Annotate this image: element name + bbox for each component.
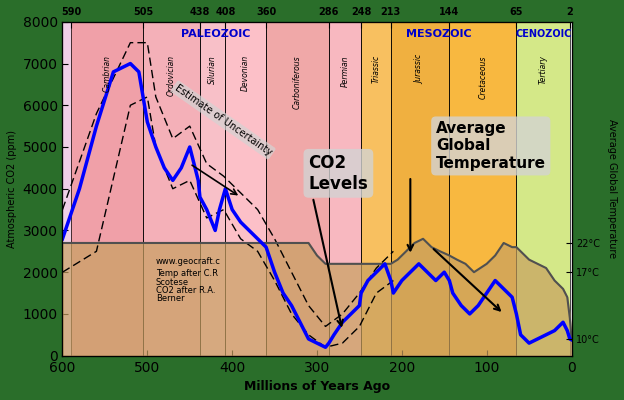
Bar <box>71 22 143 356</box>
Y-axis label: Atmospheric CO2 (ppm): Atmospheric CO2 (ppm) <box>7 130 17 248</box>
Text: PALEOZOIC: PALEOZOIC <box>182 29 251 39</box>
Text: Scotese: Scotese <box>156 278 189 287</box>
Text: www.geocraft.c: www.geocraft.c <box>156 257 221 266</box>
Text: MESOZOIC: MESOZOIC <box>406 29 472 39</box>
Bar <box>391 22 449 356</box>
Text: Average
Global
Temperature: Average Global Temperature <box>436 121 546 171</box>
Text: Tertiary: Tertiary <box>539 55 548 84</box>
X-axis label: Millions of Years Ago: Millions of Years Ago <box>244 380 390 393</box>
Text: Berner: Berner <box>156 294 185 303</box>
Text: CENOZOIC: CENOZOIC <box>516 29 572 39</box>
Text: Carboniferous: Carboniferous <box>293 55 302 109</box>
Text: Ordovician: Ordovician <box>167 55 176 96</box>
Text: Devonian: Devonian <box>241 55 250 92</box>
Text: Jurassic: Jurassic <box>416 55 424 84</box>
Bar <box>329 22 361 356</box>
Bar <box>266 22 329 356</box>
Text: Temp after C.R: Temp after C.R <box>156 269 218 278</box>
Text: Estimate of Uncertainty: Estimate of Uncertainty <box>173 83 273 157</box>
Bar <box>361 22 391 356</box>
Bar <box>62 22 71 356</box>
Bar <box>225 22 266 356</box>
Bar <box>449 22 517 356</box>
Text: CO2 after R.A.: CO2 after R.A. <box>156 286 215 295</box>
Bar <box>200 22 225 356</box>
Text: Permian: Permian <box>341 55 349 87</box>
Text: Silurian: Silurian <box>208 55 217 84</box>
Text: CO2
Levels: CO2 Levels <box>308 154 368 193</box>
Bar <box>517 22 570 356</box>
Y-axis label: Average Global Temperature: Average Global Temperature <box>607 119 617 258</box>
Bar <box>143 22 200 356</box>
Text: Cretaceous: Cretaceous <box>479 55 487 98</box>
Text: Cambrian: Cambrian <box>102 55 112 92</box>
Text: Triassic: Triassic <box>371 55 381 84</box>
